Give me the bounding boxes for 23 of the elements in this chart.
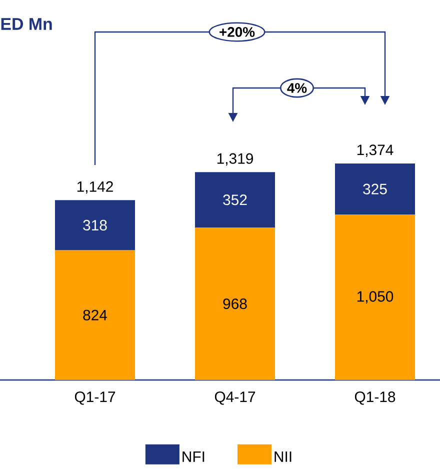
total-label: 1,142 — [77, 181, 113, 194]
bar — [55, 250, 135, 380]
total-label: 1,319 — [217, 153, 253, 166]
bar — [335, 163, 416, 215]
text: 4% — [287, 83, 307, 93]
text: +20% — [220, 27, 255, 37]
bar — [195, 228, 276, 380]
bar — [335, 214, 416, 380]
chart-title: ED Mn — [1, 18, 52, 30]
data-label: 352 — [223, 194, 247, 206]
bar — [55, 200, 135, 250]
x-tick-label: Q4-17 — [214, 392, 256, 405]
bar — [195, 172, 276, 228]
x-tick-label: Q1-17 — [74, 392, 116, 405]
legend-label: NII — [274, 452, 292, 462]
total-label: 1,374 — [357, 144, 394, 157]
data-label: 968 — [223, 298, 247, 310]
data-label: 824 — [83, 310, 108, 320]
data-label: 325 — [363, 184, 387, 194]
data-label: 318 — [83, 220, 107, 230]
legend-label: NFI — [182, 452, 204, 462]
data-label: 1,050 — [357, 291, 394, 304]
x-tick-label: Q1-18 — [354, 392, 396, 405]
